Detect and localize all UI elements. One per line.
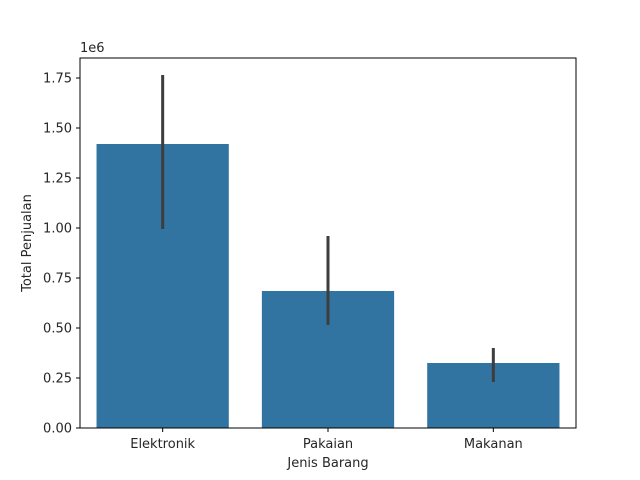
x-axis-ticks: Elektronik Pakaian Makanan <box>130 428 523 452</box>
x-tick-label-elektronik: Elektronik <box>130 437 195 452</box>
y-axis-label: Total Penjualan <box>20 194 35 293</box>
y-tick-label: 1.00 <box>43 222 72 237</box>
y-tick-label: 0.75 <box>43 272 72 287</box>
y-tick-label: 0.25 <box>43 372 72 387</box>
y-axis-ticks: 0.00 0.25 0.50 0.75 1.00 1.25 1.50 1.75 <box>43 72 80 437</box>
y-tick-label: 1.25 <box>43 172 72 187</box>
x-axis-label: Jenis Barang <box>286 456 368 471</box>
y-tick-label: 1.50 <box>43 122 72 137</box>
error-bars-group <box>161 75 495 382</box>
y-tick-label: 1.75 <box>43 72 72 87</box>
y-tick-label: 0.50 <box>43 322 72 337</box>
y-tick-label: 0.00 <box>43 422 72 437</box>
y-axis-offset-label: 1e6 <box>80 41 105 56</box>
x-tick-label-makanan: Makanan <box>464 437 523 452</box>
x-tick-label-pakaian: Pakaian <box>303 437 353 452</box>
